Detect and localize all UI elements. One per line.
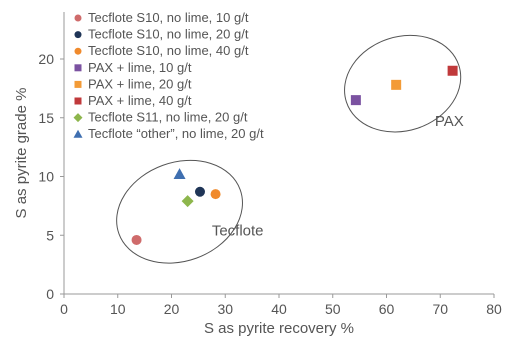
x-tick-label: 80 bbox=[486, 301, 502, 317]
data-point bbox=[194, 186, 205, 197]
data-point bbox=[181, 195, 194, 208]
legend-item-label: Tecflote S11, no lime, 20 g/t bbox=[88, 110, 248, 125]
group-ellipses: Tecflote PAX bbox=[116, 34, 464, 264]
legend-marker bbox=[73, 129, 83, 138]
legend-item-label: Tecflote S10, no lime, 10 g/t bbox=[88, 10, 249, 25]
y-tick-label: 15 bbox=[38, 110, 54, 126]
x-axis-title: S as pyrite recovery % bbox=[204, 320, 354, 337]
legend-marker bbox=[74, 31, 82, 39]
x-tick-label: 30 bbox=[217, 301, 233, 317]
group-ellipse bbox=[116, 159, 243, 264]
data-point bbox=[210, 189, 221, 200]
x-tick-label: 70 bbox=[432, 301, 448, 317]
data-points bbox=[131, 65, 458, 245]
data-point bbox=[131, 234, 142, 245]
legend: Tecflote S10, no lime, 10 g/t Tecflote S1… bbox=[73, 10, 264, 141]
legend-marker bbox=[73, 113, 83, 123]
group-label: PAX bbox=[435, 113, 464, 130]
x-tick-label: 20 bbox=[164, 301, 180, 317]
x-tick-label: 10 bbox=[110, 301, 126, 317]
axes: 0 10 20 30 40 50 60 70 80 0 5 10 15 20 S as pyrite r… bbox=[13, 12, 502, 337]
legend-marker bbox=[74, 80, 82, 88]
legend-item-label: Tecflote S10, no lime, 40 g/t bbox=[88, 43, 249, 58]
legend-item-label: PAX + lime, 20 g/t bbox=[88, 76, 192, 91]
legend-marker bbox=[74, 64, 82, 72]
legend-item-label: PAX + lime, 40 g/t bbox=[88, 93, 192, 108]
group-ellipse bbox=[344, 34, 462, 133]
x-tick-label: 40 bbox=[271, 301, 287, 317]
legend-item-label: PAX + lime, 10 g/t bbox=[88, 60, 192, 75]
data-point bbox=[447, 65, 458, 76]
legend-item-label: Tecflote S10, no lime, 20 g/t bbox=[88, 27, 249, 42]
y-tick-labels: 0 5 10 15 20 bbox=[38, 51, 64, 302]
data-point bbox=[173, 168, 186, 179]
y-tick-label: 0 bbox=[46, 286, 54, 302]
group-label: Tecflote bbox=[212, 222, 264, 239]
data-point bbox=[350, 95, 361, 106]
x-tick-labels: 0 10 20 30 40 50 60 70 80 bbox=[60, 294, 502, 317]
legend-item-label: Tecflote “other”, no lime, 20 g/t bbox=[88, 126, 264, 141]
data-point bbox=[391, 79, 402, 90]
x-tick-label: 60 bbox=[379, 301, 395, 317]
legend-marker bbox=[74, 97, 82, 105]
y-axis-title: S as pyrite grade % bbox=[13, 88, 30, 219]
x-tick-label: 50 bbox=[325, 301, 341, 317]
legend-marker bbox=[74, 14, 82, 22]
y-tick-label: 10 bbox=[38, 169, 54, 185]
y-tick-label: 20 bbox=[38, 51, 54, 67]
y-tick-label: 5 bbox=[46, 227, 54, 243]
legend-marker bbox=[74, 47, 82, 55]
x-tick-label: 0 bbox=[60, 301, 68, 317]
